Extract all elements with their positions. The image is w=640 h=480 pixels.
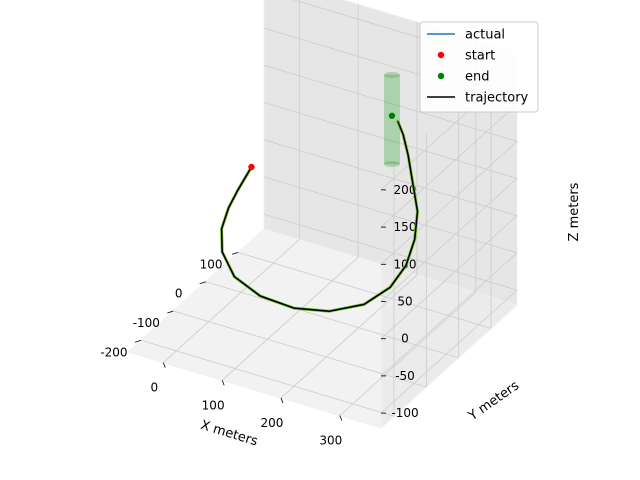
x-axis-label: X meters — [199, 418, 260, 450]
y-axis-tick-label: 100 — [200, 257, 223, 271]
axis-ticks: 0100200300-200-1000100-100-5005010015020… — [100, 183, 418, 448]
y-axis-tick — [134, 339, 142, 343]
grid-line-z — [380, 252, 518, 377]
goal-cylinder-bottom — [383, 161, 400, 168]
grid-line-z — [380, 178, 518, 302]
grid-line-z — [263, 139, 518, 217]
grid-line-y — [173, 310, 427, 388]
z-axis-tick-label: 50 — [397, 295, 412, 309]
grid-line-x — [163, 239, 300, 363]
grid-line-z — [263, 102, 518, 179]
plot-marks — [220, 71, 419, 313]
legend-box — [419, 21, 539, 113]
z-axis-label: Z meters — [567, 182, 582, 241]
end-point — [388, 112, 396, 119]
y-axis-tick-label: -200 — [100, 345, 127, 359]
z-axis-tick-label: -100 — [391, 406, 418, 420]
legend-trajectory-label: trajectory — [465, 91, 529, 106]
z-axis-tick-label: 0 — [401, 332, 409, 346]
grid-line-y — [205, 281, 459, 359]
x-axis-tick-label: 100 — [202, 398, 225, 412]
grid-line-z — [263, 176, 518, 254]
x-axis-tick-label: 0 — [150, 381, 158, 395]
grid-line-z — [380, 140, 518, 265]
grid-line-x — [221, 256, 359, 381]
legend-start-label: start — [465, 49, 495, 64]
start-point — [248, 163, 255, 171]
grid-line-z — [380, 215, 518, 340]
y-axis-tick — [231, 252, 239, 255]
y-axis-tick-label: -100 — [133, 316, 160, 330]
y-axis-label: Y meters — [465, 378, 522, 424]
grid-line-y — [140, 339, 395, 417]
goal-cylinder-top — [383, 71, 400, 78]
legend-start-swatch — [437, 51, 445, 59]
x-axis-tick — [339, 415, 343, 421]
trajectory-line — [220, 121, 419, 312]
grid-line-z — [263, 64, 518, 142]
grid-line-z — [263, 213, 518, 291]
legend: actual start end trajectory — [419, 21, 539, 113]
legend-end-label: end — [465, 70, 490, 85]
grid-line-x — [339, 292, 477, 416]
y-axis-tick-label: 0 — [175, 287, 183, 301]
z-axis-tick-label: 200 — [394, 183, 417, 197]
grid-line-z — [380, 103, 518, 228]
z-axis-tick-label: -50 — [395, 369, 415, 383]
y-axis-tick — [167, 310, 174, 314]
y-axis-tick — [199, 281, 206, 285]
z-axis-tick-label: 150 — [394, 220, 417, 234]
x-axis-tick-label: 200 — [261, 416, 284, 430]
x-axis-tick — [162, 362, 166, 368]
legend-end-swatch — [437, 72, 445, 80]
x-axis-tick — [280, 397, 284, 404]
x-axis-tick — [221, 380, 225, 386]
grid-line-y — [237, 252, 492, 329]
legend-actual-label: actual — [465, 28, 505, 43]
x-axis-tick-label: 300 — [319, 434, 342, 448]
goal-cylinder-body — [383, 74, 400, 165]
grid-line-z — [380, 289, 518, 414]
